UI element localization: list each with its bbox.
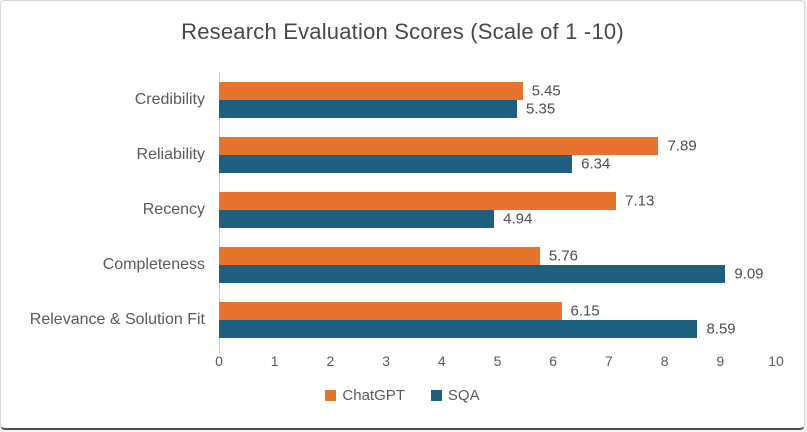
x-tick-label: 4 [437, 353, 446, 369]
category-row: Recency 7.13 4.94 [143, 183, 776, 238]
bar-chatgpt: 5.76 [219, 246, 578, 265]
category-label: Relevance & Solution Fit [29, 310, 205, 328]
value-label: 8.59 [706, 320, 736, 338]
legend-swatch-icon [430, 390, 442, 401]
chart-title: Research Evaluation Scores (Scale of 1 -… [181, 19, 624, 44]
x-tick-label: 10 [768, 353, 784, 369]
bar-sqa: 6.34 [219, 155, 610, 174]
x-tick-label: 3 [382, 353, 390, 369]
category-label: Recency [142, 200, 205, 218]
category-label: Completeness [102, 255, 205, 273]
value-label: 6.34 [581, 155, 611, 173]
x-tick-label: 5 [493, 353, 502, 369]
x-tick-label: 8 [660, 353, 669, 369]
bar-chatgpt: 5.45 [219, 82, 561, 101]
x-tick-label: 7 [604, 353, 613, 369]
x-axis: 0 1 2 3 4 5 6 7 8 9 10 [215, 353, 784, 371]
category-row: Completeness 5.76 9.09 [103, 237, 776, 292]
x-tick-label: 6 [549, 353, 558, 369]
value-label: 4.94 [503, 210, 533, 228]
legend-item-chatgpt: ChatGPT [325, 387, 405, 404]
category-row: Credibility 5.45 5.35 [135, 73, 776, 128]
bar-sqa: 8.59 [219, 319, 736, 338]
legend-item-sqa: SQA [430, 387, 480, 404]
x-tick-label: 0 [215, 353, 223, 369]
value-label: 7.89 [667, 137, 697, 155]
category-row: Relevance & Solution Fit 6.15 8.59 [30, 292, 776, 347]
legend-label: SQA [447, 387, 480, 404]
value-label: 5.35 [525, 100, 556, 118]
bar-sqa: 4.94 [219, 209, 532, 228]
legend-label: ChatGPT [342, 387, 405, 404]
bar-chatgpt: 7.13 [219, 191, 654, 210]
category-row: Reliability 7.89 6.34 [137, 128, 776, 183]
bar-chatgpt: 7.89 [219, 137, 697, 156]
value-label: 5.45 [531, 82, 561, 100]
value-label: 9.09 [734, 265, 764, 283]
bar-sqa: 5.35 [219, 100, 555, 119]
value-label: 5.76 [548, 247, 579, 265]
x-tick-label: 2 [326, 353, 335, 369]
value-label: 7.13 [625, 192, 655, 210]
value-label: 6.15 [570, 302, 600, 320]
x-tick-label: 1 [270, 353, 279, 369]
plot-area: Credibility 5.45 5.35 Reliability 7.89 6.34 Re… [30, 73, 776, 347]
legend-swatch-icon [325, 390, 337, 401]
category-label: Credibility [134, 91, 205, 109]
bar-sqa: 9.09 [219, 264, 764, 283]
bar-chatgpt: 6.15 [219, 301, 600, 320]
legend: ChatGPT SQA [1, 387, 804, 404]
category-label: Reliability [136, 146, 205, 164]
x-tick-label: 9 [716, 353, 725, 369]
